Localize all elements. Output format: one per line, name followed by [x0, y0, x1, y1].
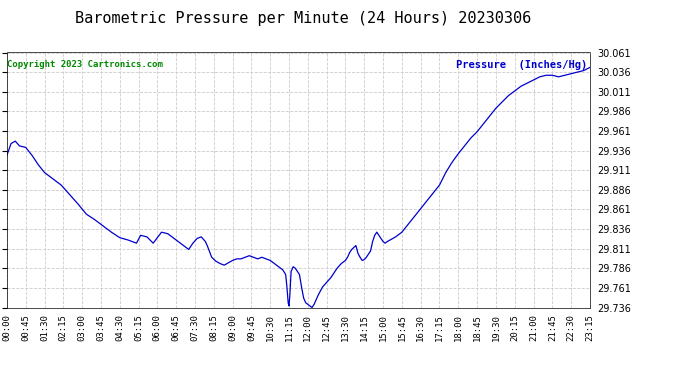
Text: Copyright 2023 Cartronics.com: Copyright 2023 Cartronics.com	[8, 60, 164, 69]
Text: Pressure  (Inches/Hg): Pressure (Inches/Hg)	[456, 60, 587, 70]
Text: Barometric Pressure per Minute (24 Hours) 20230306: Barometric Pressure per Minute (24 Hours…	[75, 11, 532, 26]
